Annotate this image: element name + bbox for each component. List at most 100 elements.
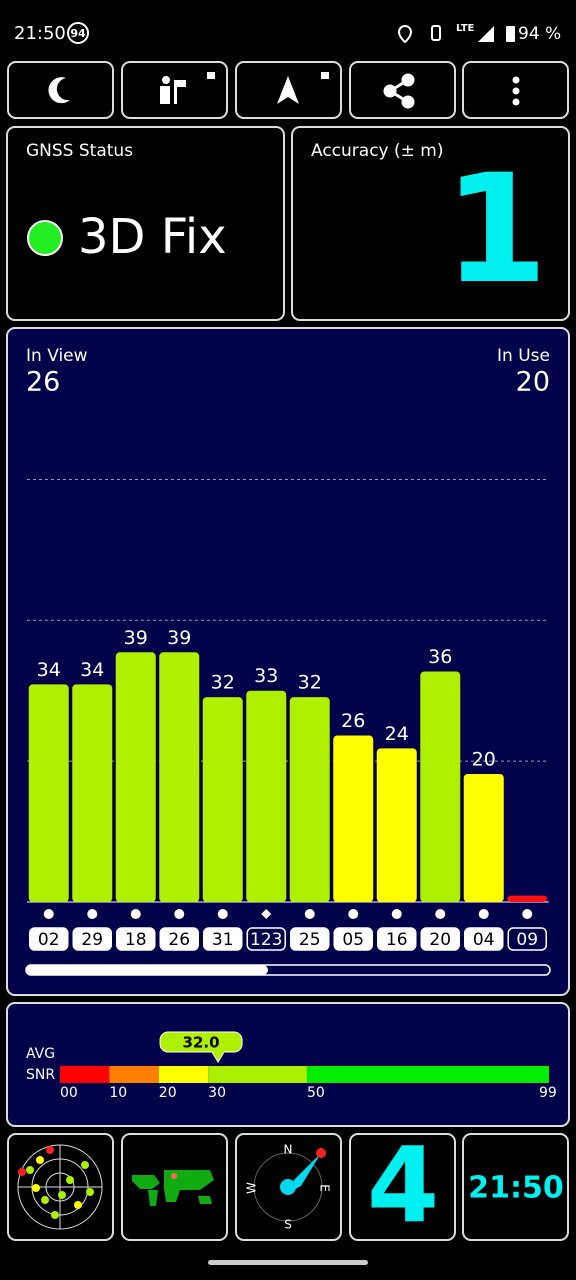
prn-label: 123 [250,930,282,950]
snr-segment [60,1066,110,1083]
compass [253,1148,326,1222]
bar [376,748,417,902]
signal-icon [478,26,494,42]
snr-segment [158,1066,209,1083]
constellation-marker [391,909,402,919]
prn-label: 16 [386,930,408,950]
accuracy-value: 1 [444,143,548,317]
compass-w: W [245,1182,259,1194]
bar [507,895,548,902]
prn-label: 31 [212,930,234,950]
prn-label: 26 [168,930,190,950]
satellite-count: 4 [367,1124,439,1246]
bar-value-label: 26 [341,710,365,732]
prn-label: 25 [299,930,321,950]
satellites-widget[interactable] [349,1133,456,1241]
fix-indicator [27,220,63,256]
in-use-label: In Use [497,346,550,366]
constellation-marker [174,909,185,919]
constellation-marker [261,909,272,919]
bar-value-label: 32 [298,672,322,694]
prn-label: 02 [38,930,60,950]
bar-value-label: 33 [254,665,278,687]
prn-label: 20 [429,930,451,950]
nav-handle[interactable] [208,1260,368,1265]
snr-tick-label: 30 [208,1085,226,1101]
constellation-marker [130,909,141,919]
bar [115,652,156,902]
gnss-card [6,126,285,321]
world-map [132,1170,214,1206]
bar-value-label: 34 [37,659,61,681]
badge-ring [67,22,89,44]
prn-box [420,927,460,951]
clock: 21:50 [468,1171,564,1206]
bar-value-label: 32 [211,672,235,694]
snr-segment [306,1066,549,1083]
snr-tick-label: 10 [109,1085,127,1101]
snr-segment [109,1066,159,1083]
snr-tick-label: 50 [307,1085,325,1101]
bar [333,735,374,902]
location-icon [397,24,413,44]
moon-icon [48,77,70,104]
snr-tick-label: 99 [539,1085,557,1101]
bar [246,690,287,902]
prn-box [290,927,330,951]
bar [420,671,461,902]
snr-tick-label: 20 [159,1085,177,1101]
snr-label-avg: AVG [26,1046,55,1062]
bar-value-label: 34 [80,659,104,681]
compass-n: N [284,1143,293,1157]
prn-label: 04 [473,930,495,950]
status-time: 21:50 [14,23,66,44]
night-button[interactable] [7,61,114,119]
prn-box [377,927,417,951]
share-button[interactable] [349,61,456,119]
prn-box [507,927,547,951]
constellation-marker [87,909,98,919]
constellation-marker [522,909,533,919]
network-type: LTE [456,23,475,34]
share-icon [383,73,415,109]
constellation-marker [217,909,228,919]
gnss-title: GNSS Status [26,141,133,161]
prn-box [333,927,373,951]
scroll-thumb[interactable] [26,965,268,975]
compass-e: E [318,1184,332,1192]
flag-icon [160,72,215,104]
bar [28,684,69,902]
prn-box [116,927,156,951]
bar [289,697,330,902]
menu-icon [512,76,520,106]
clock-widget[interactable] [462,1133,569,1241]
bar [463,773,504,902]
accuracy-title: Accuracy (± m) [311,141,444,161]
snr-avg-marker [159,1031,243,1063]
accuracy-card [291,126,570,321]
battery-level: 94 % [518,24,561,44]
prn-label: 05 [342,930,364,950]
prn-box [29,927,69,951]
status-badge: 94 [70,27,86,40]
prn-label: 18 [125,930,147,950]
prn-label: 29 [81,930,103,950]
skyplot [17,1144,103,1230]
fix-status: 3D Fix [78,209,227,265]
bar-value-label: 36 [428,646,452,668]
constellation-marker [43,909,54,919]
in-view-value: 26 [26,367,60,398]
vibrate-icon [431,25,441,41]
bar [202,697,243,902]
prn-box [203,927,243,951]
bar-value-label: 20 [472,748,496,770]
bar [159,652,200,902]
battery-icon [506,26,515,42]
bar-value-label: 24 [385,723,409,745]
snr-avg-label: 32.0 [183,1034,220,1052]
constellation-marker [478,909,489,919]
in-use-value: 20 [516,367,550,398]
snr-card [6,1002,570,1127]
constellation-marker [435,909,446,919]
